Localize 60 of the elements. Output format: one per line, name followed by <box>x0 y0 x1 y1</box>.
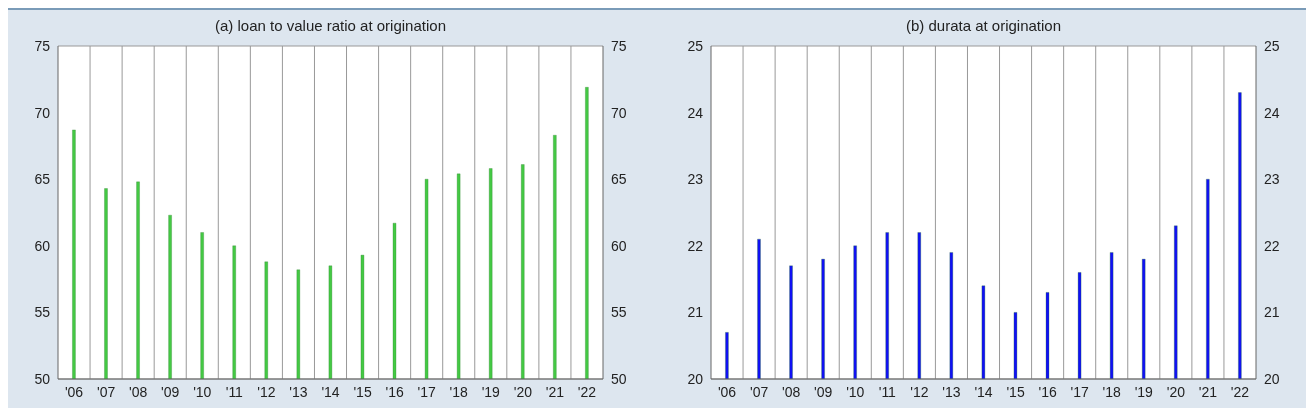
x-tick-label: '09 <box>161 383 180 400</box>
y2-tick-label: 24 <box>1264 104 1280 121</box>
x-tick-label: '10 <box>846 383 865 400</box>
x-tick-label: '10 <box>193 383 212 400</box>
x-tick-label: '08 <box>129 383 148 400</box>
x-tick-label: '15 <box>1006 383 1025 400</box>
x-tick-label: '16 <box>1038 383 1057 400</box>
y-tick-label: 25 <box>687 37 704 54</box>
x-tick-label: '08 <box>782 383 801 400</box>
y2-tick-label: 65 <box>611 171 627 188</box>
x-tick-label: '18 <box>449 383 469 400</box>
x-tick-label: '19 <box>1134 383 1154 400</box>
x-tick-label: '06 <box>64 383 84 400</box>
y2-tick-label: 60 <box>611 237 627 254</box>
y2-tick-label: 75 <box>611 37 627 54</box>
y-tick-label: 22 <box>687 237 704 254</box>
x-tick-label: '13 <box>289 383 308 400</box>
y-tick-label: 60 <box>34 237 51 254</box>
y-tick-label: 75 <box>34 37 51 54</box>
y2-tick-label: 20 <box>1264 370 1280 387</box>
y-tick-label: 70 <box>34 104 51 121</box>
x-tick-label: '17 <box>1070 383 1090 400</box>
y-tick-label: 50 <box>34 370 51 387</box>
x-tick-label: '19 <box>481 383 501 400</box>
x-tick-label: '12 <box>910 383 929 400</box>
y-tick-label: 24 <box>687 104 704 121</box>
x-tick-label: '22 <box>1230 383 1250 400</box>
x-tick-label: '11 <box>225 383 244 400</box>
x-tick-label: '14 <box>974 383 993 400</box>
x-tick-label: '20 <box>513 383 533 400</box>
y-tick-label: 55 <box>34 304 51 321</box>
x-tick-label: '07 <box>749 383 769 400</box>
x-tick-label: '06 <box>717 383 737 400</box>
y2-tick-label: 23 <box>1264 171 1280 188</box>
y2-tick-label: 55 <box>611 304 627 321</box>
x-tick-label: '09 <box>814 383 833 400</box>
x-tick-label: '21 <box>1198 383 1218 400</box>
x-tick-label: '15 <box>353 383 372 400</box>
x-tick-label: '11 <box>878 383 897 400</box>
y2-tick-label: 70 <box>611 104 627 121</box>
x-tick-label: '17 <box>417 383 437 400</box>
x-tick-label: '16 <box>385 383 404 400</box>
y-tick-label: 21 <box>687 304 704 321</box>
chart-title: (b) durata at origination <box>904 16 1063 36</box>
y2-tick-label: 21 <box>1264 304 1280 321</box>
chart-title: (a) loan to value ratio at origination <box>214 16 447 36</box>
x-tick-label: '21 <box>545 383 565 400</box>
x-tick-label: '14 <box>321 383 340 400</box>
y-tick-label: 23 <box>687 171 704 188</box>
y-tick-label: 20 <box>687 370 704 387</box>
x-tick-label: '18 <box>1102 383 1122 400</box>
y2-tick-label: 25 <box>1264 37 1280 54</box>
x-tick-label: '20 <box>1166 383 1186 400</box>
y2-tick-label: 22 <box>1264 237 1280 254</box>
x-tick-label: '07 <box>96 383 116 400</box>
y2-tick-label: 50 <box>611 370 627 387</box>
x-tick-label: '13 <box>942 383 961 400</box>
x-tick-label: '22 <box>577 383 597 400</box>
x-tick-label: '12 <box>257 383 276 400</box>
y-tick-label: 65 <box>34 171 51 188</box>
